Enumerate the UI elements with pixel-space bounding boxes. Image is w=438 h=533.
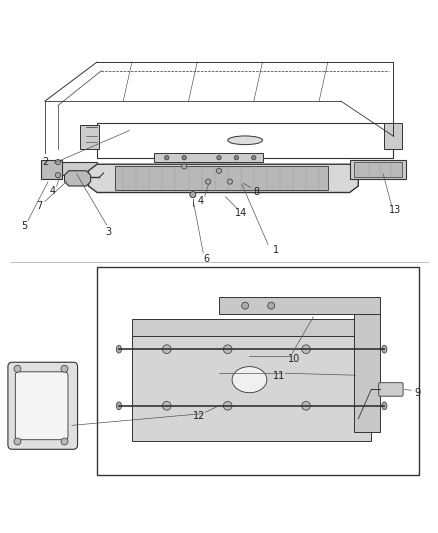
Circle shape [55, 173, 60, 177]
Ellipse shape [382, 402, 387, 410]
Polygon shape [132, 336, 371, 441]
Circle shape [190, 192, 196, 198]
Circle shape [216, 168, 222, 173]
Circle shape [55, 159, 60, 165]
Text: 8: 8 [253, 187, 259, 197]
Circle shape [227, 179, 233, 184]
Polygon shape [385, 123, 402, 149]
Circle shape [14, 438, 21, 445]
Text: 14: 14 [235, 207, 247, 217]
Circle shape [302, 401, 311, 410]
Text: 7: 7 [36, 200, 43, 211]
Polygon shape [115, 166, 328, 190]
Polygon shape [41, 160, 62, 180]
Circle shape [268, 302, 275, 309]
Circle shape [302, 345, 311, 353]
Text: 5: 5 [21, 221, 27, 231]
Circle shape [358, 401, 367, 410]
Polygon shape [88, 164, 358, 192]
Ellipse shape [116, 402, 121, 410]
Polygon shape [132, 319, 371, 336]
Ellipse shape [228, 136, 262, 144]
Text: 11: 11 [273, 371, 285, 381]
Polygon shape [154, 154, 262, 162]
Circle shape [217, 156, 221, 160]
Ellipse shape [232, 367, 267, 393]
Circle shape [61, 365, 68, 372]
Circle shape [61, 438, 68, 445]
Polygon shape [53, 162, 97, 175]
FancyBboxPatch shape [15, 372, 68, 440]
Circle shape [165, 156, 169, 160]
Polygon shape [64, 171, 91, 186]
FancyBboxPatch shape [8, 362, 78, 449]
Circle shape [205, 179, 211, 184]
FancyBboxPatch shape [379, 383, 403, 396]
Circle shape [234, 156, 239, 160]
Text: 10: 10 [288, 354, 300, 364]
Text: 4: 4 [49, 186, 56, 196]
Circle shape [162, 401, 171, 410]
Circle shape [182, 156, 186, 160]
Text: 1: 1 [272, 245, 279, 255]
Ellipse shape [116, 345, 121, 353]
Circle shape [242, 302, 249, 309]
Ellipse shape [382, 345, 387, 353]
Circle shape [223, 345, 232, 353]
Text: 12: 12 [193, 411, 205, 421]
Circle shape [14, 365, 21, 372]
Polygon shape [219, 297, 380, 314]
Circle shape [252, 156, 256, 160]
Polygon shape [354, 314, 380, 432]
Text: 6: 6 [204, 254, 210, 264]
Polygon shape [354, 162, 402, 177]
Text: 3: 3 [105, 227, 111, 237]
Text: 4: 4 [198, 196, 204, 206]
Polygon shape [80, 125, 99, 149]
Circle shape [358, 345, 367, 353]
Text: 9: 9 [414, 387, 420, 398]
Polygon shape [350, 160, 406, 180]
Circle shape [223, 401, 232, 410]
Text: 13: 13 [389, 205, 401, 215]
Text: 2: 2 [42, 157, 48, 167]
Circle shape [182, 164, 187, 169]
Circle shape [162, 345, 171, 353]
